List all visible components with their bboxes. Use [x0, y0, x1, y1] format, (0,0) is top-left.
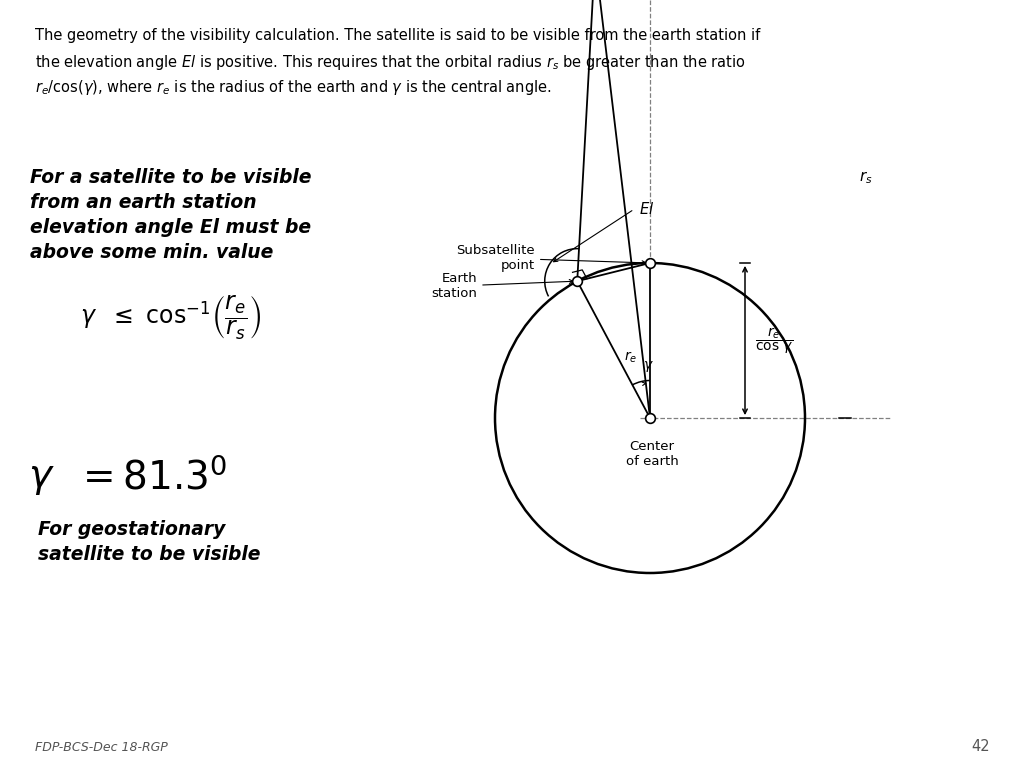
Text: $= 81.3^0$: $= 81.3^0$ [75, 458, 227, 498]
Text: Subsatellite
point: Subsatellite point [457, 244, 646, 272]
Text: $\gamma$: $\gamma$ [28, 459, 54, 497]
Text: $\dfrac{r_e}{\cos\,\gamma}$: $\dfrac{r_e}{\cos\,\gamma}$ [755, 325, 794, 356]
Text: For a satellite to be visible
from an earth station
elevation angle El must be
a: For a satellite to be visible from an ea… [30, 168, 311, 262]
Text: $r_e$: $r_e$ [624, 350, 637, 366]
Text: the elevation angle $\mathit{El}$ is positive. This requires that the orbital ra: the elevation angle $\mathit{El}$ is pos… [35, 53, 745, 72]
Text: Earth
station: Earth station [431, 272, 573, 300]
Text: Center
of earth: Center of earth [626, 440, 678, 468]
Text: For geostationary
satellite to be visible: For geostationary satellite to be visibl… [38, 520, 260, 564]
Text: FDP-BCS-Dec 18-RGP: FDP-BCS-Dec 18-RGP [35, 741, 168, 754]
Text: The geometry of the visibility calculation. The satellite is said to be visible : The geometry of the visibility calculati… [35, 28, 760, 43]
Text: $r_s$: $r_s$ [859, 170, 872, 187]
Text: $\gamma$: $\gamma$ [643, 359, 653, 374]
Text: $r_e$/cos($\gamma$), where $r_e$ is the radius of the earth and $\gamma$ is the : $r_e$/cos($\gamma$), where $r_e$ is the … [35, 78, 552, 97]
Text: $El$: $El$ [639, 201, 654, 217]
Text: 42: 42 [972, 739, 990, 754]
Text: $\gamma\ \ \leq\ \cos^{-1}\!\left(\dfrac{r_e}{r_s}\right)$: $\gamma\ \ \leq\ \cos^{-1}\!\left(\dfrac… [80, 294, 261, 342]
